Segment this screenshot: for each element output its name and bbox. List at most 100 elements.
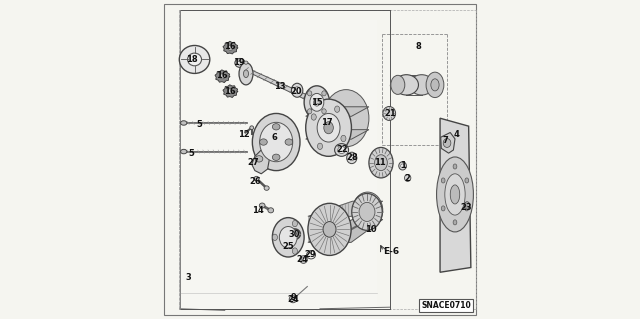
Text: 27: 27 bbox=[248, 158, 259, 167]
Text: 21: 21 bbox=[384, 109, 396, 118]
Ellipse shape bbox=[304, 86, 330, 119]
Ellipse shape bbox=[352, 194, 382, 230]
Ellipse shape bbox=[308, 203, 351, 256]
Text: 2: 2 bbox=[404, 174, 410, 183]
Text: 4: 4 bbox=[454, 130, 460, 138]
Ellipse shape bbox=[383, 107, 396, 121]
Ellipse shape bbox=[311, 114, 316, 120]
Ellipse shape bbox=[314, 99, 320, 106]
Text: 25: 25 bbox=[282, 242, 294, 251]
Polygon shape bbox=[306, 130, 369, 139]
Ellipse shape bbox=[465, 206, 468, 211]
Polygon shape bbox=[441, 132, 455, 153]
Ellipse shape bbox=[279, 226, 297, 248]
Ellipse shape bbox=[239, 63, 253, 85]
Ellipse shape bbox=[374, 155, 387, 171]
Text: 16: 16 bbox=[223, 42, 236, 51]
Ellipse shape bbox=[347, 152, 357, 164]
Ellipse shape bbox=[338, 146, 346, 153]
Text: 12: 12 bbox=[238, 130, 250, 138]
Text: 1: 1 bbox=[399, 161, 406, 170]
Ellipse shape bbox=[323, 90, 369, 147]
Text: 30: 30 bbox=[289, 230, 300, 239]
Text: 16: 16 bbox=[223, 87, 236, 96]
Ellipse shape bbox=[349, 155, 355, 161]
Ellipse shape bbox=[260, 122, 292, 162]
Polygon shape bbox=[244, 68, 312, 101]
Ellipse shape bbox=[307, 109, 312, 114]
Text: 6: 6 bbox=[271, 133, 277, 142]
Ellipse shape bbox=[243, 70, 248, 78]
Text: 17: 17 bbox=[321, 118, 332, 128]
Polygon shape bbox=[223, 41, 238, 54]
Text: 18: 18 bbox=[186, 55, 197, 64]
Ellipse shape bbox=[307, 91, 312, 96]
Text: 7: 7 bbox=[443, 136, 449, 145]
Text: 20: 20 bbox=[291, 87, 302, 96]
Ellipse shape bbox=[285, 139, 292, 145]
Ellipse shape bbox=[292, 248, 298, 254]
Ellipse shape bbox=[399, 162, 406, 170]
Ellipse shape bbox=[335, 144, 349, 156]
Text: 10: 10 bbox=[365, 225, 376, 234]
Polygon shape bbox=[223, 85, 238, 98]
Ellipse shape bbox=[250, 126, 253, 130]
Text: 19: 19 bbox=[233, 58, 245, 67]
Ellipse shape bbox=[464, 202, 470, 209]
Text: 23: 23 bbox=[460, 203, 472, 211]
Ellipse shape bbox=[436, 157, 474, 232]
Text: 22: 22 bbox=[337, 145, 348, 154]
Ellipse shape bbox=[260, 139, 268, 145]
Ellipse shape bbox=[301, 258, 305, 262]
Text: 15: 15 bbox=[311, 98, 323, 107]
Text: 14: 14 bbox=[252, 206, 264, 215]
Ellipse shape bbox=[290, 297, 296, 302]
Ellipse shape bbox=[369, 147, 393, 178]
Ellipse shape bbox=[394, 75, 419, 95]
Ellipse shape bbox=[273, 234, 278, 241]
Ellipse shape bbox=[450, 185, 460, 204]
Text: 24: 24 bbox=[297, 255, 308, 264]
Polygon shape bbox=[306, 107, 369, 116]
Ellipse shape bbox=[254, 176, 259, 181]
Text: 16: 16 bbox=[216, 71, 227, 80]
Text: 5: 5 bbox=[196, 120, 202, 129]
Text: SNACE0710: SNACE0710 bbox=[421, 301, 471, 310]
Ellipse shape bbox=[180, 149, 187, 154]
Ellipse shape bbox=[179, 46, 210, 73]
Ellipse shape bbox=[180, 121, 187, 125]
Ellipse shape bbox=[268, 208, 274, 213]
Text: 3: 3 bbox=[186, 272, 191, 281]
Ellipse shape bbox=[291, 83, 303, 97]
Ellipse shape bbox=[300, 256, 307, 263]
Ellipse shape bbox=[453, 164, 457, 169]
Ellipse shape bbox=[426, 72, 444, 98]
Ellipse shape bbox=[324, 122, 333, 134]
Ellipse shape bbox=[317, 114, 340, 142]
Ellipse shape bbox=[252, 114, 300, 171]
Text: 9: 9 bbox=[290, 293, 296, 302]
Text: 11: 11 bbox=[374, 158, 386, 167]
Ellipse shape bbox=[465, 178, 468, 183]
Ellipse shape bbox=[259, 203, 265, 208]
Ellipse shape bbox=[322, 91, 326, 96]
Ellipse shape bbox=[431, 79, 439, 91]
Ellipse shape bbox=[353, 192, 383, 228]
Text: 26: 26 bbox=[249, 177, 260, 186]
Ellipse shape bbox=[445, 174, 465, 215]
Ellipse shape bbox=[310, 93, 324, 111]
Ellipse shape bbox=[294, 87, 300, 94]
Text: 13: 13 bbox=[275, 82, 286, 91]
Ellipse shape bbox=[289, 296, 297, 303]
Polygon shape bbox=[252, 148, 271, 174]
Ellipse shape bbox=[273, 154, 280, 160]
Ellipse shape bbox=[444, 138, 451, 147]
Text: 28: 28 bbox=[346, 153, 358, 162]
Polygon shape bbox=[180, 20, 377, 309]
Ellipse shape bbox=[273, 123, 280, 130]
Text: 8: 8 bbox=[415, 42, 421, 51]
Ellipse shape bbox=[273, 218, 304, 257]
Ellipse shape bbox=[335, 106, 340, 112]
Text: 24: 24 bbox=[287, 295, 299, 304]
Text: 5: 5 bbox=[188, 149, 195, 158]
